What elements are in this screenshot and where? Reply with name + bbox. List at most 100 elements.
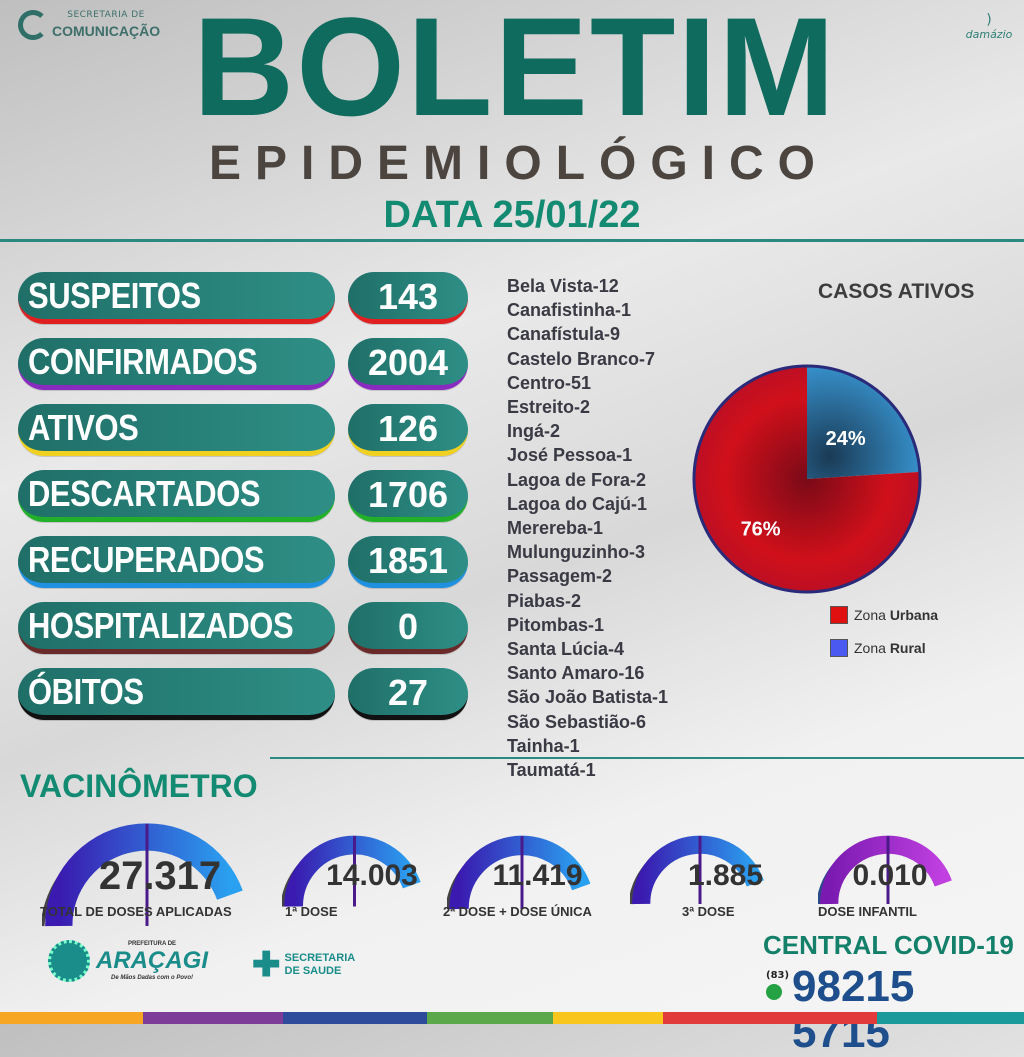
central-covid-title: CENTRAL COVID-19 — [763, 930, 1014, 960]
chart-title: CASOS ATIVOS — [818, 280, 975, 303]
secretaria-line2: DE SAUDE — [284, 965, 342, 977]
stat-label-pill: HOSPITALIZADOS — [18, 602, 335, 654]
stat-label-pill: CONFIRMADOS — [18, 338, 335, 390]
prefeitura-top: PREFEITURA DE — [127, 941, 177, 947]
gauge-label: TOTAL DE DOSES APLICADAS — [40, 904, 232, 919]
vaccinometer-title: VACINÔMETRO — [20, 768, 258, 804]
stat-label: DESCARTADOS — [28, 473, 261, 514]
legend-label: Zona Urbana — [854, 607, 939, 623]
legend-item-urbana: Zona Urbana — [830, 606, 938, 624]
page-subtitle: EPIDEMIOLÓGICO — [208, 137, 830, 190]
pie-outline — [692, 364, 922, 594]
secretaria-line1: SECRETARIA — [284, 952, 356, 964]
stat-value: 0 — [348, 602, 468, 654]
stat-label: SUSPEITOS — [28, 275, 201, 316]
active-cases-pie-chart: 24% 76% — [692, 364, 922, 594]
neighborhood-item: Canafístula-9 — [507, 324, 621, 345]
sound-wave-icon: ) — [986, 12, 992, 28]
neighborhood-item: Taumatá-1 — [507, 760, 596, 781]
stat-label: HOSPITALIZADOS — [28, 605, 294, 646]
neighborhood-item: Santo Amaro-16 — [507, 663, 645, 684]
health-cross-icon: ✚ — [252, 946, 281, 984]
stat-value: 2004 — [348, 338, 468, 390]
stat-value: 1851 — [348, 536, 468, 588]
stat-label: ATIVOS — [28, 407, 139, 448]
pie-slice-zona-rural — [807, 366, 920, 479]
color-stripe — [663, 1012, 877, 1024]
gauge-dial — [282, 835, 421, 907]
gauge-value: 14.003 — [326, 859, 418, 892]
neighborhood-list: Bela Vista-12 Canafistinha-1 Canafístula-9… — [507, 274, 668, 782]
secretaria-saude-logo: ✚ SECRETARIA DE SAUDE — [252, 948, 355, 982]
color-stripe — [143, 1012, 283, 1024]
color-stripe — [877, 1012, 1024, 1024]
logo-text-bottom: COMUNICAÇÃO — [52, 23, 161, 39]
gauge-label: 2ª DOSE + DOSE ÚNICA — [443, 904, 592, 919]
speech-bubble-icon — [18, 10, 48, 40]
stat-value: 126 — [348, 404, 468, 456]
color-stripe — [553, 1012, 663, 1024]
gauge-value: 0.010 — [852, 859, 928, 892]
gauge-value: 1.885 — [687, 859, 764, 892]
color-stripe — [0, 1012, 143, 1024]
neighborhood-item: Mulunguzinho-3 — [507, 542, 645, 563]
color-stripe — [283, 1012, 427, 1024]
legend-label: Zona Rural — [854, 640, 926, 656]
logo-text-top: SECRETARIA DE — [67, 10, 145, 20]
pie-label: 24% — [826, 428, 866, 450]
neighborhood-item: São Sebastião-6 — [507, 711, 647, 732]
stat-label-pill: SUSPEITOS — [18, 272, 335, 324]
color-stripe — [427, 1012, 553, 1024]
stat-label: RECUPERADOS — [28, 539, 265, 580]
neighborhood-item: Santa Lúcia-4 — [507, 639, 625, 660]
neighborhood-item: Passagem-2 — [507, 566, 613, 587]
gauge-label: DOSE INFANTIL — [818, 904, 917, 919]
prefeitura-slogan: De Mãos Dadas com o Povo! — [110, 975, 194, 981]
prefeitura-name: ARAÇAGI — [96, 947, 208, 974]
gauge-label: 1ª DOSE — [285, 904, 338, 919]
legend-swatch — [830, 639, 848, 657]
gauge-label: 3ª DOSE — [682, 904, 735, 919]
legend-swatch — [830, 606, 848, 624]
neighborhood-item: Castelo Branco-7 — [507, 348, 656, 369]
page-title: BOLETIM — [193, 0, 837, 145]
city-crest-icon — [48, 940, 90, 982]
neighborhood-item: Centro-51 — [507, 372, 592, 393]
neighborhood-item: Merereba-1 — [507, 518, 604, 539]
designer-logo-text: damázio — [965, 28, 1013, 41]
pie-slice-zona-urbana — [694, 366, 920, 592]
whatsapp-icon[interactable] — [766, 984, 782, 1000]
divider — [270, 757, 1024, 759]
stat-value: 27 — [348, 668, 468, 720]
neighborhood-item: Lagoa do Cajú-1 — [507, 493, 648, 514]
gauge-dial — [630, 835, 764, 905]
neighborhood-item: Tainha-1 — [507, 735, 580, 756]
neighborhood-item: Lagoa de Fora-2 — [507, 469, 647, 490]
legend-item-rural: Zona Rural — [830, 639, 926, 657]
stat-label: CONFIRMADOS — [28, 341, 258, 382]
stat-label-pill: RECUPERADOS — [18, 536, 335, 588]
neighborhood-item: Pitombas-1 — [507, 614, 605, 635]
neighborhood-item: São João Batista-1 — [507, 687, 669, 708]
pie-label: 76% — [741, 518, 781, 540]
neighborhood-item: Piabas-2 — [507, 590, 582, 611]
neighborhood-item: Bela Vista-12 — [507, 276, 619, 296]
prefeitura-aracagi-logo: PREFEITURA DE ARAÇAGI De Mãos Dadas com o … — [48, 940, 208, 982]
stat-label-pill: DESCARTADOS — [18, 470, 335, 522]
bulletin-date: DATA 25/01/22 — [383, 194, 641, 236]
divider — [0, 239, 1024, 242]
phone-number[interactable]: 98215 5715 — [792, 962, 915, 1057]
designer-logo: ) damázio — [964, 12, 1014, 41]
gauge-dial — [447, 835, 591, 910]
gauge-value: 11.419 — [492, 859, 583, 892]
neighborhood-item: José Pessoa-1 — [507, 445, 633, 466]
stat-value: 1706 — [348, 470, 468, 522]
gauge-value: 27.317 — [98, 854, 222, 898]
stat-label: ÓBITOS — [28, 671, 144, 712]
neighborhood-item: Canafistinha-1 — [507, 300, 632, 321]
stat-label-pill: ATIVOS — [18, 404, 335, 456]
secretaria-comunicacao-logo: SECRETARIA DE COMUNICAÇÃO — [18, 10, 160, 40]
phone-area-code: (83) — [766, 970, 790, 981]
gauge-dial — [42, 823, 243, 927]
color-stripe-footer — [0, 1012, 1024, 1024]
